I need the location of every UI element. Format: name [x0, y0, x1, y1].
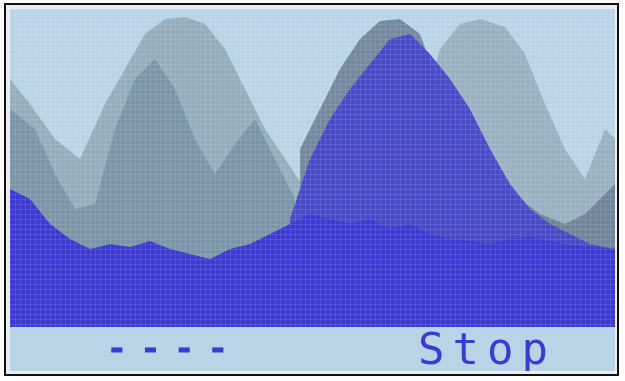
left-readout: ----: [106, 328, 241, 369]
run-state-label: Stop: [418, 324, 556, 372]
lcd-pixel-grid: [10, 9, 615, 327]
lcd-screen: ---- Stop: [10, 9, 615, 371]
status-bar-background: [10, 327, 615, 371]
waveform-display: [10, 9, 615, 371]
status-bar: ---- Stop: [10, 324, 615, 372]
